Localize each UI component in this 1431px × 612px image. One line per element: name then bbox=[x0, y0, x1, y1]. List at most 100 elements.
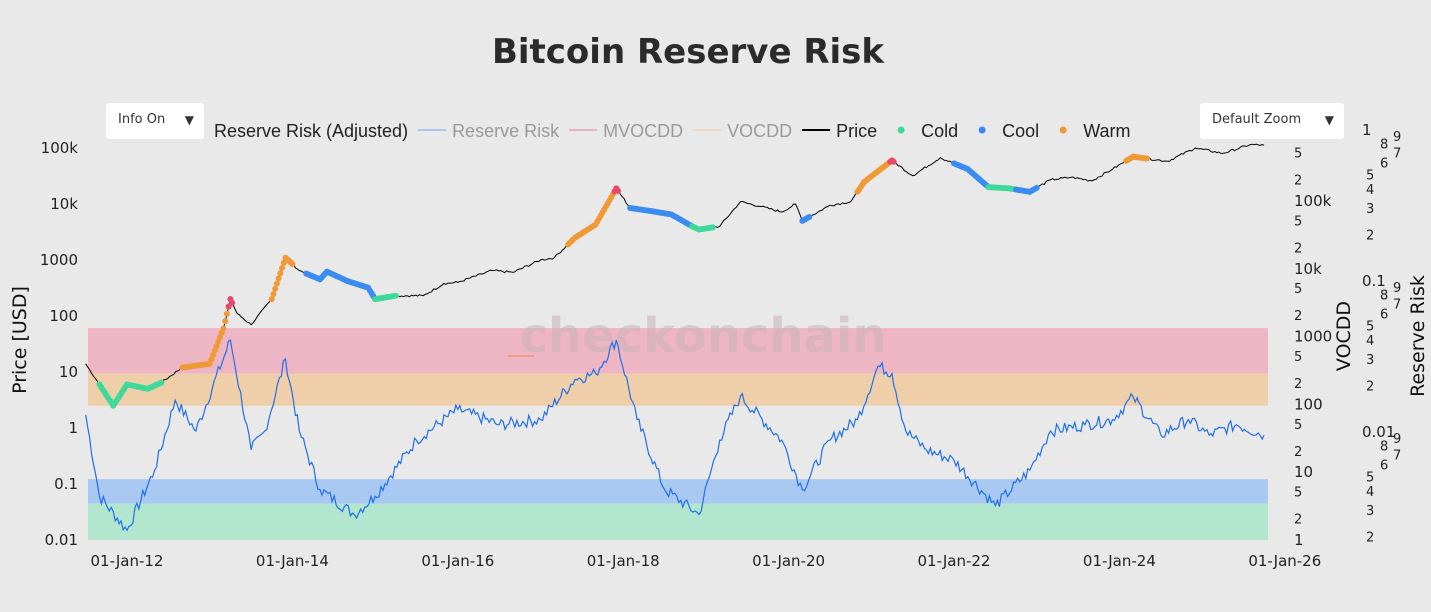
reserve-risk-minor-tick-label: 8 bbox=[1380, 138, 1388, 153]
legend-label: MVOCDD bbox=[603, 121, 683, 141]
chevron-down-icon: ▼ bbox=[184, 113, 194, 127]
regime-markers bbox=[96, 153, 1150, 409]
price-tick-label: 100k bbox=[41, 139, 79, 157]
legend-item-warm[interactable]: Warm bbox=[1059, 121, 1131, 141]
legend-item-mvocdd[interactable]: MVOCDD bbox=[569, 121, 683, 141]
x-tick-label: 01-Jan-26 bbox=[1248, 552, 1321, 570]
reserve-risk-minor-tick-label: 5 bbox=[1366, 319, 1374, 334]
price-tick-label: 100 bbox=[49, 307, 78, 325]
warm-marker bbox=[273, 280, 280, 287]
x-tick-label: 01-Jan-14 bbox=[256, 552, 329, 570]
reserve-risk-minor-tick-label: 4 bbox=[1366, 183, 1374, 198]
price-tick-label: 0.1 bbox=[54, 475, 78, 493]
legend-item-reserve-risk[interactable]: Reserve Risk bbox=[418, 121, 560, 141]
reserve-risk-minor-tick-label: 9 bbox=[1393, 432, 1401, 447]
reserve-risk-tick-label: 0.1 bbox=[1362, 272, 1386, 290]
warm-marker bbox=[277, 270, 284, 277]
zoom-dropdown[interactable]: Default Zoom ▼ bbox=[1200, 103, 1344, 139]
legend-item-cold[interactable]: Cold bbox=[897, 121, 959, 141]
legend-dot-swatch bbox=[978, 126, 986, 134]
vocdd-minor-tick-label: 2 bbox=[1294, 513, 1302, 528]
vocdd-minor-tick-label: 5 bbox=[1294, 147, 1302, 162]
warm-marker bbox=[275, 275, 282, 282]
reserve-risk-adjusted-line bbox=[85, 339, 1265, 532]
vocdd-minor-tick-label: 5 bbox=[1294, 350, 1302, 365]
reserve-risk-minor-tick-label: 2 bbox=[1366, 380, 1374, 395]
reserve-risk-minor-tick-label: 2 bbox=[1366, 531, 1374, 546]
vocdd-minor-tick-label: 2 bbox=[1294, 445, 1302, 460]
warm-marker bbox=[1143, 155, 1150, 162]
price-tick-label: 10 bbox=[59, 363, 78, 381]
reserve-risk-minor-tick-label: 5 bbox=[1366, 470, 1374, 485]
warm-marker bbox=[220, 325, 227, 332]
peak-marker bbox=[615, 187, 622, 194]
vocdd-minor-tick-label: 2 bbox=[1294, 377, 1302, 392]
reserve-risk-minor-tick-label: 3 bbox=[1366, 353, 1374, 368]
legend-item-vocdd[interactable]: VOCDD bbox=[693, 121, 792, 141]
reserve-risk-minor-tick-label: 3 bbox=[1366, 504, 1374, 519]
reserve-risk-minor-tick-label: 6 bbox=[1380, 458, 1388, 473]
legend-item-reserve-risk-adjusted[interactable]: Reserve Risk (Adjusted) bbox=[214, 121, 408, 141]
vocdd-axis: 1 2 5 10 2 5 100 2 5 1000 2 5 10k 2 5 100k 2 5 bbox=[1294, 147, 1332, 549]
legend-label: Price bbox=[836, 121, 877, 141]
chart-title: Bitcoin Reserve Risk bbox=[492, 32, 885, 72]
warm-marker bbox=[279, 265, 286, 272]
risk-band bbox=[88, 503, 1268, 540]
legend-trace-mark bbox=[508, 355, 534, 357]
x-tick-label: 01-Jan-22 bbox=[918, 552, 991, 570]
vocdd-minor-tick-label: 2 bbox=[1294, 309, 1302, 324]
vocdd-tick-label: 1 bbox=[1294, 531, 1304, 549]
warm-marker bbox=[268, 296, 275, 303]
legend-item-cool[interactable]: Cool bbox=[978, 121, 1040, 141]
reserve-risk-minor-tick-label: 8 bbox=[1380, 440, 1388, 455]
warm-marker bbox=[270, 290, 277, 297]
price-tick-label: 10k bbox=[50, 195, 78, 213]
risk-bands bbox=[88, 328, 1268, 540]
legend: Reserve Risk (Adjusted) Reserve Risk MVOCD… bbox=[214, 121, 1131, 141]
legend-label: Warm bbox=[1083, 121, 1130, 141]
vocdd-tick-label: 100 bbox=[1294, 395, 1323, 413]
info-dropdown[interactable]: Info On ▼ bbox=[106, 103, 204, 139]
legend-label: Reserve Risk (Adjusted) bbox=[214, 121, 408, 141]
reserve-risk-minor-tick-label: 9 bbox=[1393, 130, 1401, 145]
legend-label: Cool bbox=[1002, 121, 1039, 141]
price-axis-title: Price [USD] bbox=[9, 286, 31, 394]
reserve-risk-minor-tick-label: 4 bbox=[1366, 334, 1374, 349]
price-tick-label: 1 bbox=[68, 419, 78, 437]
vocdd-tick-label: 10 bbox=[1294, 463, 1313, 481]
legend-label: VOCDD bbox=[727, 121, 792, 141]
cool-marker bbox=[806, 213, 813, 220]
vocdd-tick-label: 100k bbox=[1294, 192, 1332, 210]
legend-item-price[interactable]: Price bbox=[802, 121, 877, 141]
vocdd-minor-tick-label: 5 bbox=[1294, 418, 1302, 433]
reserve-risk-minor-tick-label: 9 bbox=[1393, 281, 1401, 296]
vocdd-axis-title: VOCDD bbox=[1333, 301, 1355, 371]
price-axis: 100k 10k 1000 100 10 1 0.1 0.01 bbox=[40, 139, 78, 549]
chevron-down-icon: ▼ bbox=[1324, 113, 1334, 127]
warm-marker bbox=[222, 318, 229, 325]
vocdd-minor-tick-label: 5 bbox=[1294, 282, 1302, 297]
x-axis: 01-Jan-12 01-Jan-14 01-Jan-16 01-Jan-18 01-J… bbox=[91, 552, 1322, 570]
vocdd-tick-label: 10k bbox=[1294, 260, 1322, 278]
reserve-risk-tick-label: 1 bbox=[1362, 121, 1372, 139]
legend-dot-swatch bbox=[1059, 126, 1067, 134]
price-tick-label: 0.01 bbox=[45, 531, 78, 549]
cool-marker bbox=[1033, 184, 1040, 191]
vocdd-minor-tick-label: 5 bbox=[1294, 214, 1302, 229]
legend-label: Cold bbox=[921, 121, 958, 141]
reserve-risk-tick-label: 0.01 bbox=[1362, 423, 1395, 441]
reserve-risk-minor-tick-label: 7 bbox=[1393, 448, 1401, 463]
reserve-risk-axis-title: Reserve Risk bbox=[1407, 275, 1429, 397]
legend-label: Reserve Risk bbox=[452, 121, 560, 141]
zoom-dropdown-value: Default Zoom bbox=[1212, 112, 1302, 127]
reserve-risk-minor-tick-label: 8 bbox=[1380, 289, 1388, 304]
x-tick-label: 01-Jan-24 bbox=[1083, 552, 1156, 570]
vocdd-minor-tick-label: 2 bbox=[1294, 174, 1302, 189]
warm-marker bbox=[223, 310, 230, 317]
risk-band bbox=[88, 328, 1268, 374]
price-tick-label: 1000 bbox=[40, 251, 78, 269]
cold-marker bbox=[392, 292, 399, 299]
reserve-risk-minor-tick-label: 6 bbox=[1380, 156, 1388, 171]
